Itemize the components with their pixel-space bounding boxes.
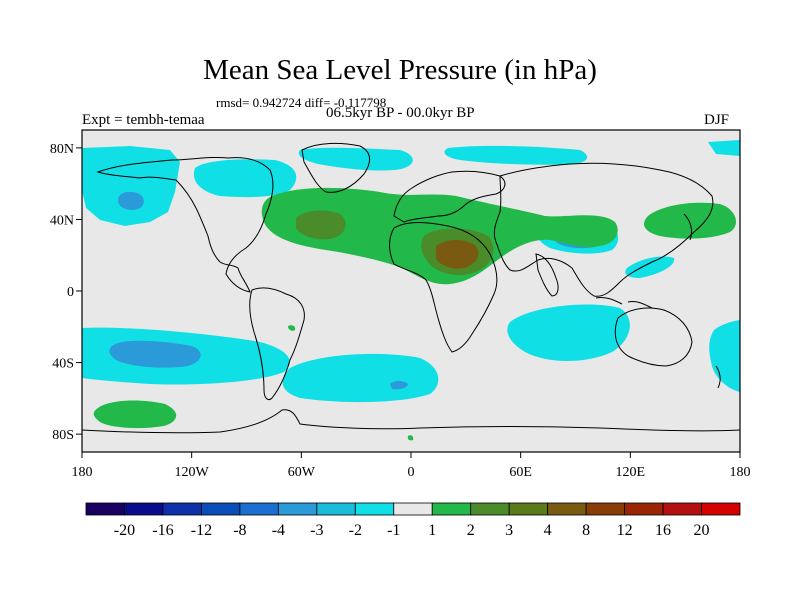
anomaly-region-arctic-siberia [444,145,588,165]
lon-tick-label: 120E [616,465,646,480]
colorbar-swatch [662,502,702,516]
colorbar-swatch [85,502,125,516]
anomaly-region-southeast-pacific [709,320,740,392]
colorbar-label: 12 [617,522,633,539]
positive-anomaly-fields [93,187,736,441]
colorbar-label: -8 [233,522,246,539]
colorbar-label: 3 [505,522,513,539]
colorbar-label: 2 [467,522,475,539]
colorbar-label: 4 [544,522,552,539]
colorbar-swatch [624,502,664,516]
coast-indonesia [595,297,653,309]
lon-tick-label: 60E [509,465,532,480]
coast-europe [393,170,506,223]
colorbar-swatch [162,502,202,516]
map-plot-area [82,130,740,452]
colorbar-label: -16 [152,522,173,539]
anomaly-region-south-atlantic-core [390,381,408,390]
colorbar-label: -12 [191,522,212,539]
colorbar-swatch [316,502,356,516]
lat-tick-label: 40S [52,357,74,372]
colorbar-swatch [201,502,241,516]
lat-tick-label: 0 [67,285,74,300]
lon-tick-label: 180 [72,465,93,480]
colorbar-label: -4 [272,522,285,539]
anomaly-region-north-pacific [82,146,180,226]
anomaly-region-indian-ocean [507,304,630,361]
anomaly-region-small-patch [288,325,296,331]
colorbar-swatch [431,502,472,516]
lat-tick-label: 80S [52,428,74,443]
lat-tick-label: 80N [50,142,74,157]
colorbar-swatch [508,502,549,516]
coast-australia [614,307,693,367]
lon-tick-label: 0 [408,465,415,480]
colorbar-swatch [277,502,318,516]
lon-tick-label: 120W [175,465,210,480]
colorbar-label: 8 [582,522,590,539]
anomaly-region-nordic-seas [298,147,413,171]
colorbar-label: 20 [694,522,710,539]
longitude-axis: 180 120W 60W 0 60E 120E 180 [72,452,751,480]
coast-asia [493,162,714,297]
colorbar-swatch [470,502,510,516]
coast-india [535,253,559,297]
anomaly-region-southern-ocean [93,400,177,429]
colorbar-label: -2 [349,522,362,539]
colorbar-label: 16 [655,522,671,539]
map-background [82,130,740,452]
colorbar-swatch [354,502,395,516]
colorbar-swatch [393,502,433,516]
colorbar-label: -20 [114,522,135,539]
coast-greenland [301,142,370,193]
anomaly-region-north-pacific-core [118,191,144,210]
coast-new-zealand [715,365,721,389]
anomaly-region-south-pacific-core [109,340,201,368]
colorbar: -20 -16 -12 -8 -4 -3 -2 -1 1 2 3 4 8 12 16 20 [85,502,741,539]
coast-south-america [249,287,305,401]
latitude-axis: 80N 40N 0 40S 80S [50,142,82,443]
colorbar-swatch [239,502,279,516]
anomaly-region-south-atlantic [282,353,439,403]
season-label: DJF [704,112,730,128]
anomaly-region-arctic-east [708,140,740,156]
colorbar-swatch [547,502,587,516]
coastlines [82,142,740,434]
anomaly-region-northwest-pacific [625,256,675,278]
anomaly-region-mediterranean-core [296,210,346,240]
coast-north-america [96,156,274,293]
colorbar-swatch [701,502,741,516]
colorbar-label: -1 [387,522,400,539]
anomaly-region-small-patch-south [407,435,414,441]
coast-japan [683,213,693,241]
lon-tick-label: 180 [730,465,751,480]
colorbar-label: -3 [310,522,323,539]
stats-text: rmsd= 0.942724 diff= -0.117798 [216,95,387,110]
experiment-label: Expt = tembh-temaa [82,112,205,128]
colorbar-swatch [585,502,625,516]
anomaly-region-north-pacific-west [644,202,736,239]
anomaly-region-north-atlantic [193,159,297,198]
coast-antarctica [82,409,740,434]
coast-africa [389,222,498,353]
lat-tick-label: 40N [50,213,74,228]
anomaly-region-arabia-core [436,240,479,269]
period-label: 06.5kyr BP - 00.0kyr BP [326,105,475,121]
colorbar-label: 1 [428,522,436,539]
figure-title: Mean Sea Level Pressure (in hPa) [203,54,597,86]
lon-tick-label: 60W [288,465,316,480]
colorbar-swatch [124,502,164,516]
